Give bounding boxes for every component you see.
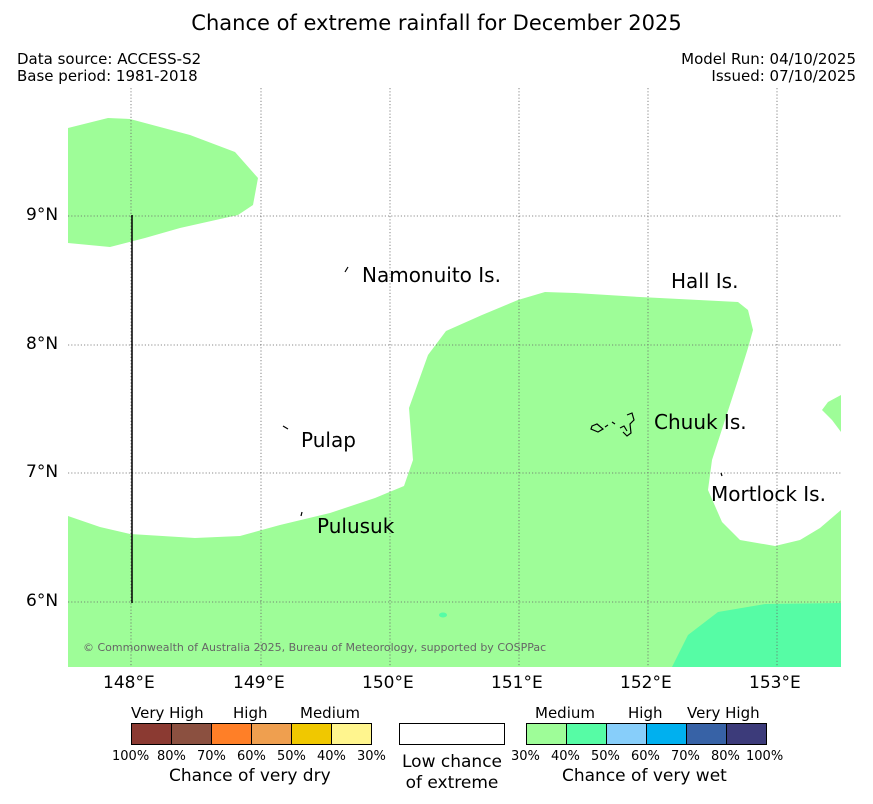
lon-tick-label: 151°E [491, 673, 543, 693]
legend-dry-pct: 70% [197, 749, 226, 764]
legend-dry-swatch-40-30 [331, 723, 372, 745]
legend-dry-level-high: High [233, 704, 268, 722]
lat-tick-label: 6°N [26, 591, 59, 611]
legend-wet-level-medium: Medium [535, 704, 595, 722]
place-label-hall: Hall Is. [671, 269, 739, 293]
island-outlines [282, 266, 723, 517]
legend-wet-pct: 40% [551, 749, 580, 764]
legend-wet-pct: 50% [591, 749, 620, 764]
graticule [68, 88, 841, 667]
legend-dry-level-medium: Medium [300, 704, 360, 722]
legend-dry-swatch-100-80 [131, 723, 172, 745]
place-label-pulap: Pulap [301, 428, 356, 452]
legend-wet-pct: 30% [511, 749, 540, 764]
legend-wet-pct: 80% [711, 749, 740, 764]
wet-medium-high-speck [439, 612, 447, 618]
legend-wet-swatch-30-40 [526, 723, 567, 745]
chuuk-island-1 [590, 423, 605, 433]
chuuk-island-2 [604, 424, 609, 428]
legend-dry-pct: 30% [357, 749, 386, 764]
lat-tick-label: 8°N [26, 334, 59, 354]
legend-wet-pct: 100% [746, 749, 784, 764]
legend-wet-swatch-70-80 [686, 723, 727, 745]
wet-medium-high-region [672, 603, 841, 667]
pulusuk-island [300, 511, 303, 517]
legend-wet-pct: 70% [671, 749, 700, 764]
legend-dry-swatch-80-70 [171, 723, 212, 745]
issued-label: Issued: 07/10/2025 [711, 67, 856, 85]
lat-tick-label: 7°N [26, 462, 59, 482]
pulap-island [282, 425, 289, 430]
legend-dry-pct: 60% [237, 749, 266, 764]
legend-dry-level-very-high: Very High [131, 704, 204, 722]
legend-dry-pct: 40% [317, 749, 346, 764]
chuuk-island-5 [622, 412, 635, 437]
legend-wet-swatch-50-60 [606, 723, 647, 745]
model-run-label: Model Run: 04/10/2025 [681, 50, 856, 68]
lon-tick-label: 148°E [103, 673, 155, 693]
lon-tick-label: 149°E [233, 673, 285, 693]
lon-tick-label: 153°E [749, 673, 801, 693]
legend-wet-swatch-40-50 [566, 723, 607, 745]
legend-dry-swatch-60-50 [251, 723, 292, 745]
legend-dry-swatch-50-40 [291, 723, 332, 745]
legend-wet-caption: Chance of very wet [562, 766, 727, 786]
legend-wet-pct: 60% [631, 749, 660, 764]
legend-dry-caption: Chance of very dry [169, 766, 331, 786]
namonuito-island [344, 266, 349, 273]
legend-wet-level-high: High [628, 704, 663, 722]
data-source-label: Data source: ACCESS-S2 [17, 50, 202, 68]
place-label-chuuk: Chuuk Is. [654, 410, 747, 434]
legend-low-swatch [399, 723, 505, 745]
legend-wet-swatch-80-100 [726, 723, 767, 745]
wet-medium-region-east [822, 395, 841, 432]
legend-low-line1: Low chance [402, 752, 502, 772]
place-label-mortlock: Mortlock Is. [711, 482, 826, 506]
copyright-notice: © Commonwealth of Australia 2025, Bureau… [83, 641, 547, 654]
lon-tick-label: 150°E [362, 673, 414, 693]
legend-dry-pct: 100% [112, 749, 150, 764]
legend-low-line2: of extreme [405, 773, 499, 793]
legend-wet-swatch-60-70 [646, 723, 687, 745]
base-period-label: Base period: 1981-2018 [17, 67, 198, 85]
legend-dry-swatch-70-60 [211, 723, 252, 745]
legend-dry-pct: 50% [277, 749, 306, 764]
place-label-pulusuk: Pulusuk [317, 514, 395, 538]
chuuk-island-4 [619, 425, 628, 432]
chuuk-island-3 [611, 421, 616, 425]
place-label-namonuito: Namonuito Is. [362, 263, 501, 287]
legend-wet-level-very-high: Very High [687, 704, 760, 722]
legend-dry-pct: 80% [157, 749, 186, 764]
chart-title: Chance of extreme rainfall for December … [191, 11, 682, 35]
lon-tick-label: 152°E [620, 673, 672, 693]
mortlock-island [720, 472, 723, 477]
wet-medium-region-north [68, 118, 258, 247]
wet-medium-region-main [68, 292, 841, 667]
lat-tick-label: 9°N [26, 205, 59, 225]
